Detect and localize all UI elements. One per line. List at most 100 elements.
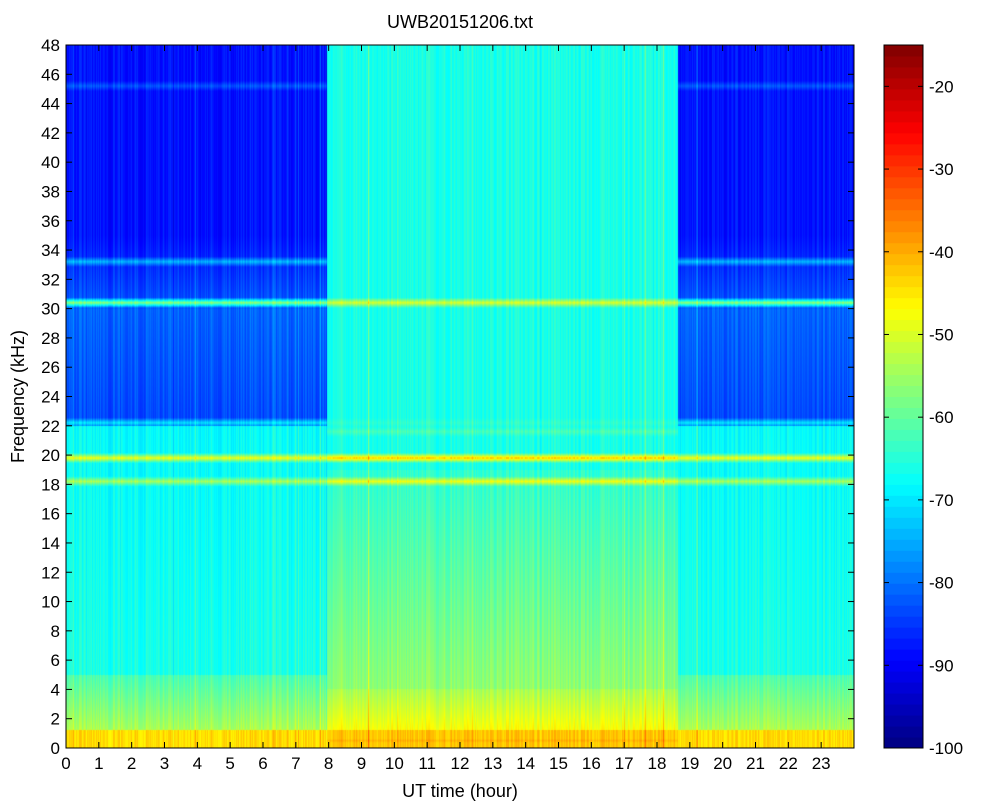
colorbar-segment	[884, 451, 923, 463]
x-tick-label: 4	[193, 754, 202, 773]
y-axis-label: Frequency (kHz)	[8, 330, 28, 463]
colorbar-segment	[884, 495, 923, 507]
y-tick-label: 16	[41, 505, 60, 524]
colorbar-segment	[884, 715, 923, 727]
colorbar-segment	[884, 198, 923, 211]
x-tick-label: 23	[812, 754, 831, 773]
y-tick-label: 38	[41, 182, 60, 201]
colorbar-segment	[884, 99, 923, 112]
y-tick-label: 8	[51, 622, 60, 641]
colorbar-segment	[884, 165, 923, 178]
colorbar-segment	[884, 539, 923, 551]
colorbar-segment	[884, 385, 923, 397]
colorbar-segment	[884, 66, 923, 79]
colorbar-frame	[883, 44, 924, 749]
y-tick-label: 32	[41, 270, 60, 289]
colorbar-segment	[884, 649, 923, 661]
colorbar-segment	[884, 242, 923, 255]
y-tick-label: 18	[41, 475, 60, 494]
y-tick-label: 40	[41, 153, 60, 172]
colorbar-segment	[884, 517, 923, 529]
x-axis-label: UT time (hour)	[402, 781, 518, 801]
spectrogram-heatmap	[66, 45, 854, 748]
colorbar-segment	[884, 429, 923, 441]
colorbar-segment	[884, 55, 923, 68]
y-tick-label: 4	[51, 680, 60, 699]
y-tick-label: 48	[41, 36, 60, 55]
colorbar-segment	[884, 440, 923, 452]
colorbar-segment	[884, 297, 923, 310]
x-tick-label: 5	[225, 754, 234, 773]
y-tick-label: 46	[41, 65, 60, 84]
y-tick-label: 22	[41, 417, 60, 436]
colorbar-segment	[884, 132, 923, 145]
colorbar-segment	[884, 231, 923, 244]
x-tick-label: 19	[680, 754, 699, 773]
y-tick-label: 6	[51, 651, 60, 670]
colorbar-segment	[884, 308, 923, 321]
x-tick-label: 18	[648, 754, 667, 773]
y-tick-label: 12	[41, 563, 60, 582]
colorbar-segment	[884, 275, 923, 288]
y-tick-label: 30	[41, 300, 60, 319]
colorbar-segment	[884, 583, 923, 595]
x-tick-label: 20	[713, 754, 732, 773]
x-tick-label: 9	[357, 754, 366, 773]
colorbar-segment	[884, 176, 923, 189]
chart-title: UWB20151206.txt	[387, 12, 533, 32]
x-tick-label: 0	[61, 754, 70, 773]
colorbar-segment	[884, 462, 923, 474]
colorbar-segment	[884, 352, 923, 365]
colorbar-tick-label: -80	[929, 574, 954, 593]
colorbar-segment	[884, 88, 923, 101]
colorbar-segment	[884, 220, 923, 233]
colorbar-segment	[884, 187, 923, 200]
colorbar-segment	[884, 154, 923, 167]
y-tick-label: 10	[41, 593, 60, 612]
colorbar-segment	[884, 45, 923, 57]
colorbar-segment	[884, 253, 923, 266]
colorbar-segment	[884, 616, 923, 628]
colorbar-segment	[884, 374, 923, 387]
colorbar-segment	[884, 506, 923, 518]
colorbar-tick-label: -70	[929, 491, 954, 510]
colorbar-tick-label: -90	[929, 656, 954, 675]
colorbar-segment	[884, 605, 923, 617]
x-tick-label: 13	[483, 754, 502, 773]
colorbar-segment	[884, 418, 923, 430]
colorbar-segment	[884, 473, 923, 485]
colorbar-segment	[884, 143, 923, 156]
y-tick-label: 42	[41, 124, 60, 143]
colorbar-segment	[884, 682, 923, 694]
colorbar-segment	[884, 561, 923, 573]
x-tick-label: 2	[127, 754, 136, 773]
colorbar-segment	[884, 407, 923, 419]
colorbar-segment	[884, 77, 923, 90]
colorbar-tick-label: -40	[929, 243, 954, 262]
colorbar-segment	[884, 660, 923, 672]
x-tick-label: 8	[324, 754, 333, 773]
colorbar-segment	[884, 528, 923, 540]
colorbar-segment	[884, 363, 923, 376]
x-tick-label: 17	[615, 754, 634, 773]
colorbar-segment	[884, 594, 923, 606]
colorbar-segment	[884, 484, 923, 496]
x-tick-label: 21	[746, 754, 765, 773]
colorbar-segment	[884, 572, 923, 584]
y-tick-label: 24	[41, 388, 60, 407]
colorbar-segment	[884, 330, 923, 343]
y-tick-label: 44	[41, 95, 60, 114]
colorbar-segment	[884, 286, 923, 299]
colorbar-tick-label: -50	[929, 325, 954, 344]
colorbar-tick-label: -20	[929, 77, 954, 96]
colorbar-segment	[884, 319, 923, 332]
colorbar-segment	[884, 121, 923, 134]
colorbar-segment	[884, 726, 923, 738]
colorbar-segment	[884, 627, 923, 639]
y-tick-label: 20	[41, 446, 60, 465]
y-tick-label: 0	[51, 739, 60, 758]
y-tick-label: 14	[41, 534, 60, 553]
x-tick-label: 16	[582, 754, 601, 773]
x-tick-label: 14	[516, 754, 535, 773]
